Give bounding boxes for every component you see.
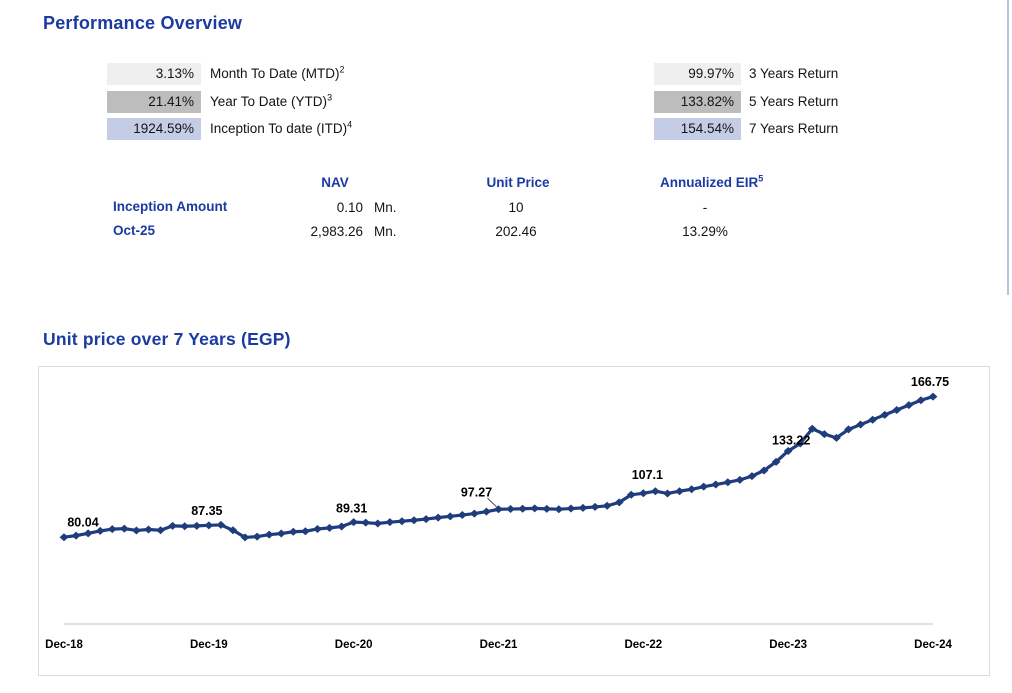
stat-label-text: Year To Date (YTD): [210, 93, 328, 109]
x-tick-label: Dec-24: [914, 639, 952, 651]
x-tick-label: Dec-23: [769, 639, 807, 651]
stat-value-itd: 1924.59%: [107, 118, 201, 140]
stat-value-mtd: 3.13%: [107, 63, 201, 85]
col-header-text: Annualized EIR: [660, 175, 759, 190]
x-tick-label: Dec-22: [624, 639, 662, 651]
stat-label-text: 5 Years Return: [749, 93, 839, 109]
col-header-annualized-eir: Annualized EIR5: [660, 173, 764, 190]
cell-unit-price: 10: [508, 200, 524, 215]
x-tick-label: Dec-18: [45, 639, 83, 651]
data-point-label: 80.04: [67, 516, 98, 530]
cell-annualized-eir: 13.29%: [682, 224, 728, 239]
col-header-nav: NAV: [321, 175, 349, 190]
data-point-label: 166.75: [911, 375, 949, 389]
data-point-label: 89.31: [336, 502, 367, 516]
data-point-label: 133.22: [772, 433, 810, 447]
line-chart-canvas: Dec-18 Dec-19 Dec-20 Dec-21 Dec-22 Dec-23 Dec-…: [45, 375, 952, 651]
col-header-unit-price: Unit Price: [486, 175, 550, 190]
cell-unit-price: 202.46: [495, 224, 537, 239]
footnote-sup: 3: [327, 92, 333, 102]
stat-label-text: 7 Years Return: [749, 121, 839, 136]
cell-nav: 2,983.26: [310, 224, 363, 239]
stat-label-5y: 5 Years Return: [749, 91, 838, 113]
stat-value-3y: 99.97%: [654, 63, 741, 85]
stat-label-7y: 7 Years Return: [749, 118, 838, 140]
cell-annualized-eir: -: [702, 200, 708, 215]
stat-value-7y: 154.54%: [654, 118, 741, 140]
unit-price-chart: Dec-18 Dec-19 Dec-20 Dec-21 Dec-22 Dec-23 Dec-…: [38, 366, 990, 676]
stat-label-ytd: Year To Date (YTD)3: [210, 91, 332, 113]
stat-label-itd: Inception To date (ITD)4: [210, 118, 352, 140]
data-point-label: 87.35: [191, 504, 222, 518]
footnote-sup: 5: [758, 173, 764, 184]
x-tick-label: Dec-19: [190, 639, 228, 651]
cell-nav: 0.10: [336, 200, 363, 215]
row-label: Inception Amount: [113, 199, 228, 214]
stat-value-5y: 133.82%: [654, 90, 741, 113]
stat-label-text: 3 Years Return: [749, 66, 839, 81]
data-point-label: 97.27: [461, 486, 492, 500]
row-label: Oct-25: [113, 223, 156, 238]
page-title: Performance Overview: [43, 13, 243, 33]
chart-title: Unit price over 7 Years (EGP): [43, 329, 291, 349]
cell-nav-unit: Mn.: [374, 224, 397, 239]
cell-nav-unit: Mn.: [374, 200, 397, 215]
footnote-sup: 4: [347, 119, 353, 130]
stat-value-ytd: 21.41%: [107, 90, 201, 113]
footnote-sup: 2: [339, 64, 345, 75]
x-tick-label: Dec-21: [480, 639, 518, 651]
stat-label-text: Month To Date (MTD): [210, 66, 340, 81]
stat-label-mtd: Month To Date (MTD)2: [210, 63, 345, 85]
page-edge-divider: [1007, 0, 1009, 295]
data-point-label: 107.1: [632, 468, 663, 482]
x-tick-label: Dec-20: [335, 639, 373, 651]
stat-label-3y: 3 Years Return: [749, 63, 838, 85]
stat-label-text: Inception To date (ITD): [210, 121, 348, 136]
